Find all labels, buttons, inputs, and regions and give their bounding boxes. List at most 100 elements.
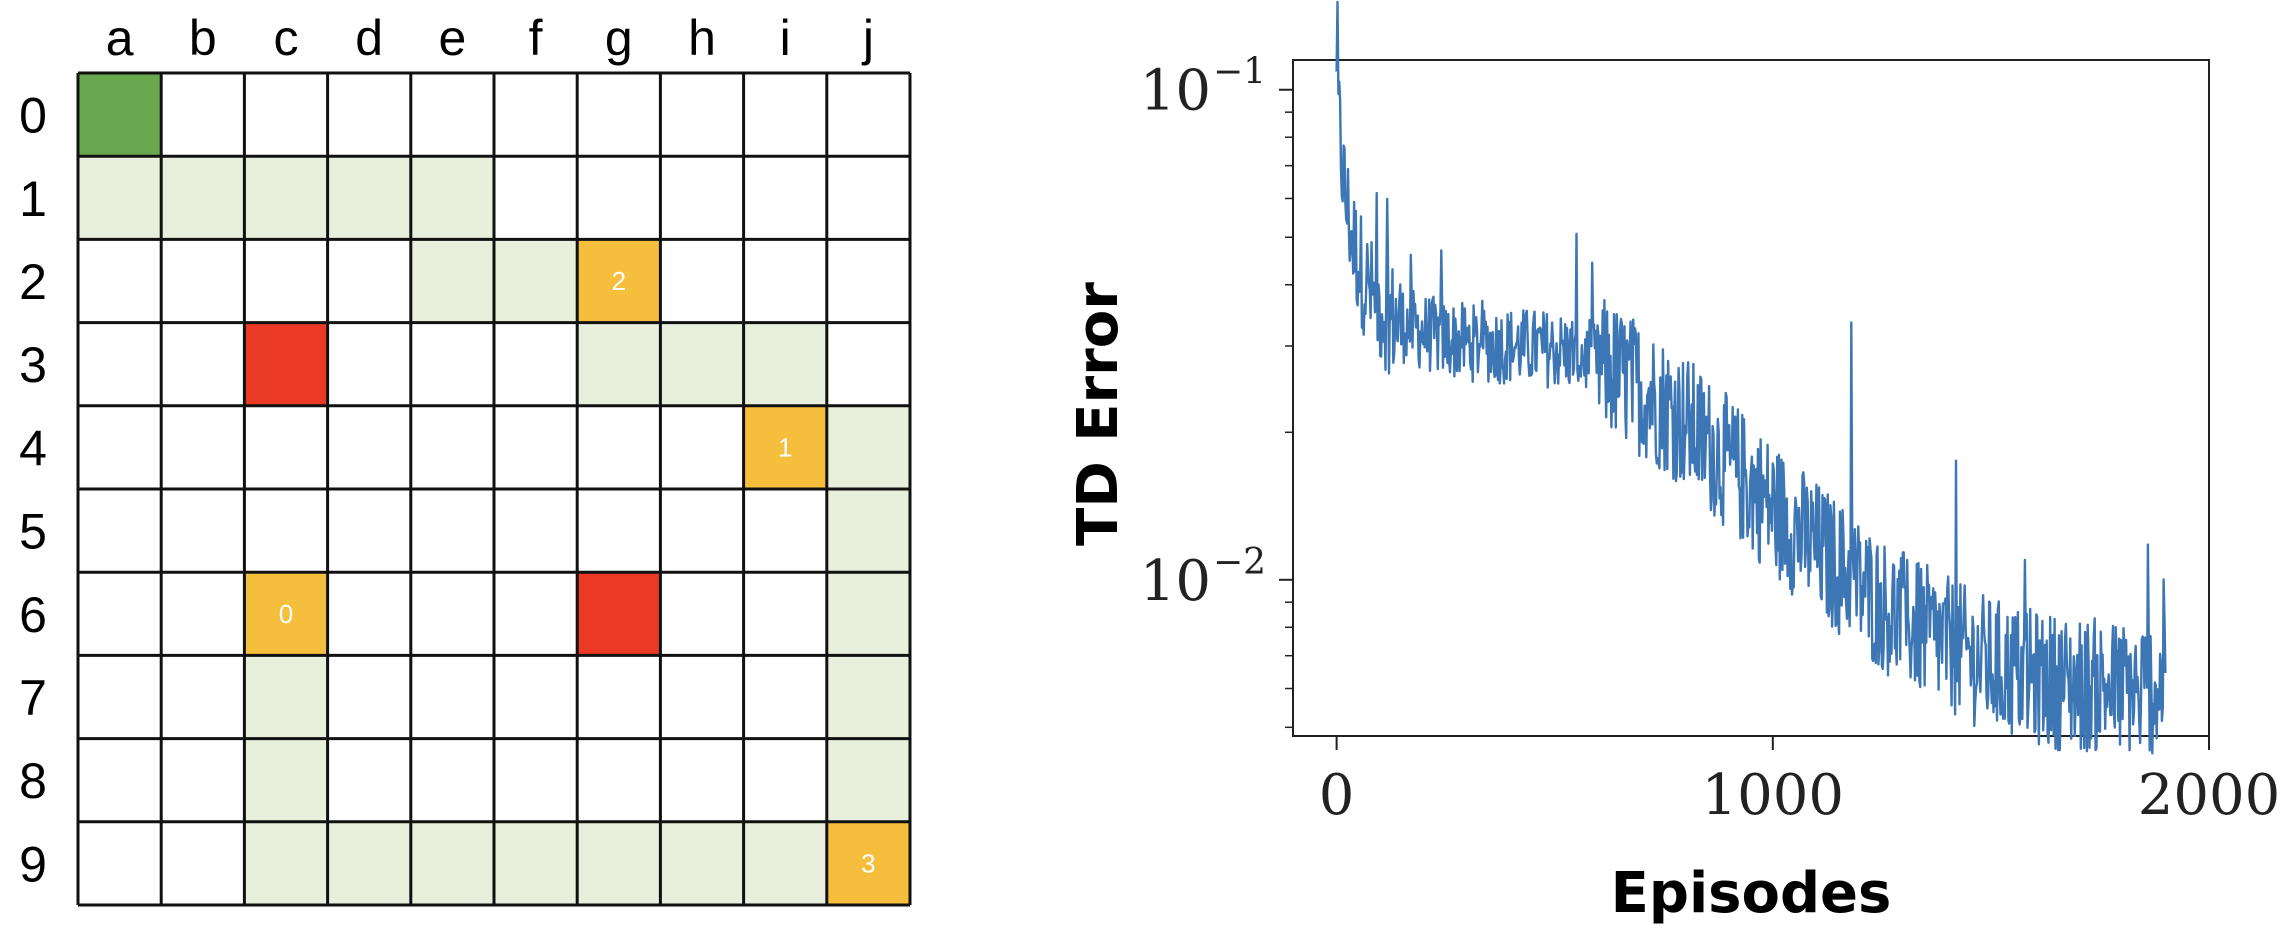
grid-cell-d6 (327, 572, 411, 656)
grid-cell-e8 (410, 738, 494, 822)
grid-cell-j0 (826, 73, 910, 157)
x-axis-ticks: 0 1000 2000 (1319, 736, 2280, 828)
row-label: 4 (19, 420, 47, 476)
column-label: j (861, 10, 874, 66)
grid-cell-f4 (494, 405, 578, 489)
grid-cell-e7 (410, 655, 494, 739)
path-cell (494, 821, 578, 905)
grid-cell-i5 (743, 489, 827, 573)
column-label: e (438, 10, 466, 66)
td-error-chart: 0 1000 2000 10−110−2 Episodes TD Error (1066, 0, 2280, 926)
grid-cell-f0 (494, 73, 578, 157)
path-cell (743, 322, 827, 406)
grid-cell-f6 (494, 572, 578, 656)
grid-cell-a6 (78, 572, 162, 656)
grid-cell-a8 (78, 738, 162, 822)
row-label: 2 (19, 254, 47, 310)
grid-cell-b4 (161, 405, 245, 489)
column-label: f (529, 10, 543, 66)
grid-cell-a7 (78, 655, 162, 739)
row-label: 8 (19, 753, 47, 809)
path-cell (244, 655, 328, 739)
path-cell (826, 738, 910, 822)
path-cell (743, 821, 827, 905)
grid-cell-a5 (78, 489, 162, 573)
goal-cell (577, 239, 661, 323)
grid-cell-e6 (410, 572, 494, 656)
grid-cell-e3 (410, 322, 494, 406)
grid-cell-d2 (327, 239, 411, 323)
path-cell (660, 322, 744, 406)
grid-cell-e4 (410, 405, 494, 489)
grid-cell-g0 (577, 73, 661, 157)
goal-cell (244, 572, 328, 656)
goal-label: 1 (778, 432, 792, 462)
row-label: 1 (19, 171, 47, 227)
column-label: h (688, 10, 716, 66)
grid-cell-a3 (78, 322, 162, 406)
grid-cell-a2 (78, 239, 162, 323)
grid-cell-i7 (743, 655, 827, 739)
grid-cell-d8 (327, 738, 411, 822)
grid-cell-h2 (660, 239, 744, 323)
grid-cell-h4 (660, 405, 744, 489)
obstacle-cell (577, 572, 661, 656)
grid-cell-g7 (577, 655, 661, 739)
path-cell (244, 156, 328, 240)
grid-cell-b6 (161, 572, 245, 656)
grid-cell-g8 (577, 738, 661, 822)
grid-cell-i8 (743, 738, 827, 822)
grid-cell-e0 (410, 73, 494, 157)
grid-cell-d4 (327, 405, 411, 489)
grid-cell-f3 (494, 322, 578, 406)
grid-cell-i0 (743, 73, 827, 157)
grid-cell-b5 (161, 489, 245, 573)
x-axis-title: Episodes (1611, 861, 1892, 926)
x-tick-label: 0 (1319, 763, 1355, 828)
y-axis-ticks: 10−110−2 (1140, 52, 1293, 729)
row-label: 0 (19, 88, 47, 144)
grid-cell-j2 (826, 239, 910, 323)
path-cell (826, 572, 910, 656)
goal-cell (826, 821, 910, 905)
row-label: 5 (19, 504, 47, 560)
grid-cell-c0 (244, 73, 328, 157)
y-axis-title: TD Error (1066, 282, 1131, 546)
grid-cell-b0 (161, 73, 245, 157)
grid-cell-d7 (327, 655, 411, 739)
grid-cell-a9 (78, 821, 162, 905)
y-tick-label: 10 (1140, 59, 1211, 124)
path-cell (577, 322, 661, 406)
grid-cell-b7 (161, 655, 245, 739)
goal-label: 3 (861, 848, 875, 878)
path-cell (826, 655, 910, 739)
grid-cell-e5 (410, 489, 494, 573)
grid-cell-d5 (327, 489, 411, 573)
start-cell (78, 73, 162, 157)
grid-cell-f1 (494, 156, 578, 240)
obstacle-cell (244, 322, 328, 406)
grid-cell-c5 (244, 489, 328, 573)
y-tick-exponent: −2 (1213, 542, 1266, 583)
grid-cell-i6 (743, 572, 827, 656)
path-cell (577, 821, 661, 905)
grid-cell-d3 (327, 322, 411, 406)
path-cell (78, 156, 162, 240)
path-cell (660, 821, 744, 905)
x-tick-label: 1000 (1702, 763, 1845, 828)
grid-cell-d0 (327, 73, 411, 157)
gridworld: 0 1 2 3 a b c d e f g h i j 0 1 2 3 4 5 6 7 8 9 (19, 10, 912, 907)
row-label: 6 (19, 587, 47, 643)
grid-cell-i2 (743, 239, 827, 323)
path-cell (410, 239, 494, 323)
path-cell (826, 489, 910, 573)
x-tick-label: 2000 (2138, 763, 2281, 828)
grid-cell-c4 (244, 405, 328, 489)
column-label: i (780, 10, 791, 66)
y-tick-exponent: −1 (1213, 52, 1266, 93)
grid-cell-g1 (577, 156, 661, 240)
path-cell (826, 405, 910, 489)
column-label: d (355, 10, 383, 66)
grid-cell-f8 (494, 738, 578, 822)
y-tick-label: 10 (1140, 549, 1211, 614)
